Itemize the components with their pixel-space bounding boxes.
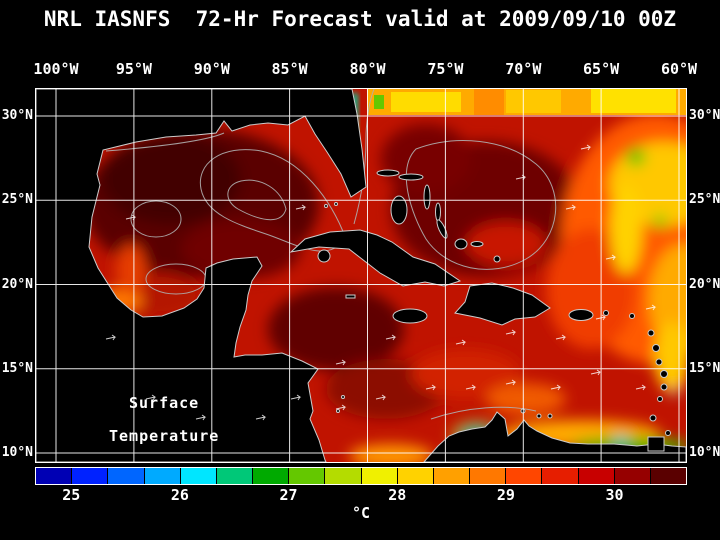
page-title: NRL IASNFS 72-Hr Forecast valid at 2009/… xyxy=(43,7,677,31)
lon-tick-label: 65°W xyxy=(583,60,620,78)
current-arrows xyxy=(105,144,657,421)
colorbar-tick-label: 30 xyxy=(605,486,624,504)
lat-tick-label: 20°N xyxy=(1,276,33,292)
map-frame: Surface Temperature xyxy=(35,88,687,463)
colorbar-segment xyxy=(289,468,326,484)
colorbar-tick-label: 26 xyxy=(170,486,189,504)
lat-tick-label: 10°N xyxy=(1,445,33,460)
lat-tick-label: 25°N xyxy=(689,192,720,208)
colorbar-segment xyxy=(542,468,579,484)
colorbar-tick-label: 29 xyxy=(496,486,515,504)
lat-tick-label: 30°N xyxy=(689,108,720,123)
isla-juventud xyxy=(317,249,331,263)
bahamas-islands xyxy=(376,169,501,263)
jamaica-island xyxy=(392,308,428,324)
latitude-axis-left: 30°N 25°N 20°N 15°N 10°N xyxy=(2,0,33,540)
colorbar-segment xyxy=(397,468,434,484)
colorbar-segment xyxy=(325,468,362,484)
hispaniola-island xyxy=(454,282,551,326)
lon-tick-label: 100°W xyxy=(33,60,79,78)
colorbar-segment xyxy=(253,468,290,484)
colorbar xyxy=(35,467,687,485)
cuba-island xyxy=(289,229,462,287)
lat-tick-label: 15°N xyxy=(689,360,720,376)
colorbar-segment xyxy=(433,468,471,484)
lat-tick-label: 10°N xyxy=(689,445,720,460)
colorbar-segment xyxy=(578,468,615,484)
ssh-contours xyxy=(105,89,557,420)
colorbar-segment xyxy=(470,468,507,484)
map-annotation-surface: Surface xyxy=(129,394,200,412)
northern-boundary-band xyxy=(367,89,686,115)
colorbar-segment xyxy=(36,468,73,484)
puerto-rico-island xyxy=(568,309,594,321)
colorbar-segment xyxy=(506,468,543,484)
cayman-island xyxy=(345,294,356,299)
colorbar-segment xyxy=(614,468,651,484)
lon-tick-label: 95°W xyxy=(115,60,152,78)
colorbar-segment xyxy=(180,468,217,484)
lon-tick-label: 75°W xyxy=(427,60,464,78)
lon-tick-label: 60°W xyxy=(660,60,698,78)
colorbar-unit: °C xyxy=(351,504,371,522)
lat-tick-label: 15°N xyxy=(1,360,33,376)
colorbar-segment xyxy=(216,468,254,484)
lon-tick-label: 85°W xyxy=(271,60,308,78)
lesser-antilles-islands xyxy=(603,310,671,452)
lon-tick-label: 90°W xyxy=(193,60,230,78)
map-annotation-temperature: Temperature xyxy=(109,427,220,445)
longitude-axis: 100°W 95°W 90°W 85°W 80°W 75°W 70°W 65°W 60°W xyxy=(0,60,720,78)
colorbar-segment xyxy=(650,468,687,484)
colorbar-tick-label: 28 xyxy=(388,486,407,504)
lat-tick-label: 20°N xyxy=(689,276,720,292)
colorbar-ticks: 25 26 27 28 29 30 xyxy=(35,486,687,504)
colorbar-segment xyxy=(361,468,398,484)
latitude-axis-right: 30°N 25°N 20°N 15°N 10°N xyxy=(689,0,720,540)
lon-tick-label: 70°W xyxy=(505,60,542,78)
lat-tick-label: 25°N xyxy=(1,192,33,208)
sst-map xyxy=(36,89,686,462)
lon-tick-label: 80°W xyxy=(349,60,386,78)
colorbar-tick-label: 27 xyxy=(279,486,298,504)
colorbar-segment xyxy=(108,468,145,484)
lat-tick-label: 30°N xyxy=(1,108,33,123)
grid-lines xyxy=(36,89,686,462)
colorbar-tick-label: 25 xyxy=(62,486,81,504)
colorbar-segment xyxy=(144,468,181,484)
colorbar-segment xyxy=(72,468,109,484)
